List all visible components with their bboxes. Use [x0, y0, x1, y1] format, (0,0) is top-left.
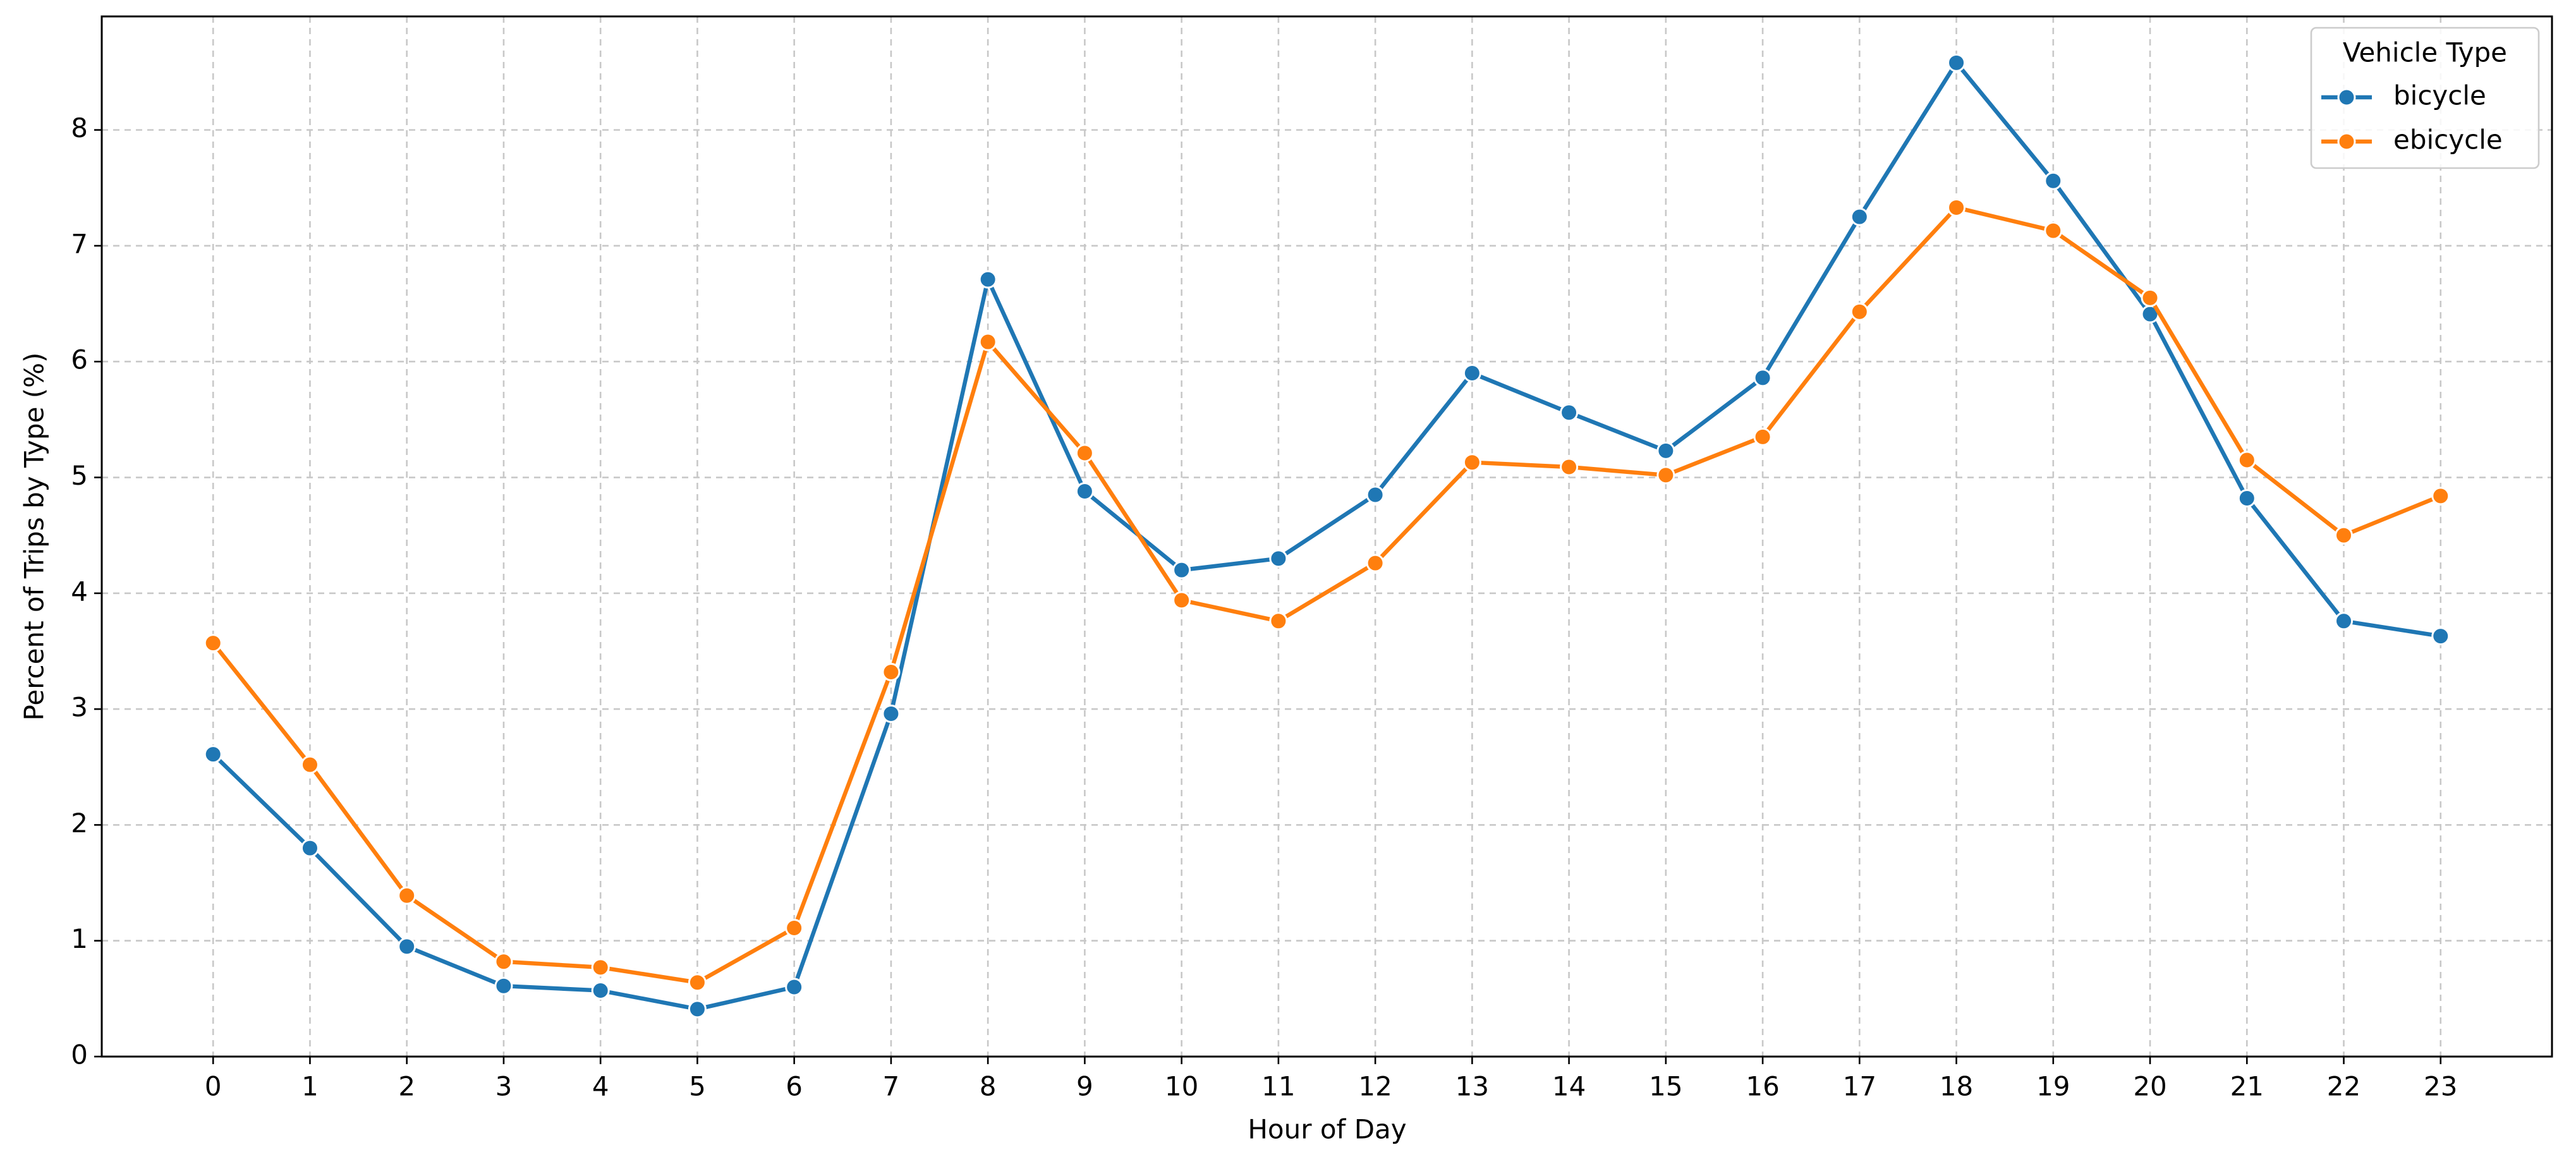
- x-tick-label: 12: [1358, 1071, 1392, 1102]
- x-tick-label: 13: [1455, 1071, 1489, 1102]
- data-point: [978, 270, 997, 289]
- data-point: [785, 978, 804, 997]
- y-tick-label: 5: [71, 460, 88, 491]
- data-point: [882, 662, 901, 681]
- x-tick-label: 6: [786, 1071, 803, 1102]
- data-point: [398, 886, 416, 905]
- data-point: [494, 952, 513, 971]
- data-point: [1560, 458, 1579, 476]
- x-tick-label: 20: [2133, 1071, 2166, 1102]
- data-point: [591, 958, 610, 977]
- data-point: [688, 1000, 707, 1019]
- series-line: [211, 61, 2441, 1012]
- data-point: [1075, 444, 1094, 463]
- x-tick-label: 1: [301, 1071, 319, 1102]
- y-tick-label: 0: [71, 1040, 88, 1070]
- data-point: [300, 755, 319, 774]
- data-point: [1850, 302, 1869, 321]
- data-point: [398, 937, 416, 956]
- data-point: [300, 839, 319, 858]
- legend-label: bicycle: [2393, 80, 2486, 111]
- x-tick-label: 14: [1552, 1071, 1586, 1102]
- data-point: [688, 973, 707, 992]
- data-point: [978, 332, 997, 351]
- data-point: [2237, 451, 2256, 470]
- x-tick-label: 18: [1940, 1071, 1973, 1102]
- x-tick-label: 22: [2327, 1071, 2360, 1102]
- data-point: [204, 745, 222, 764]
- data-point: [2141, 288, 2160, 307]
- x-tick-label: 7: [883, 1071, 900, 1102]
- data-point: [1172, 561, 1191, 579]
- data-point: [1172, 591, 1191, 610]
- data-point: [785, 919, 804, 938]
- x-tick-label: 17: [1843, 1071, 1876, 1102]
- y-tick-label: 8: [71, 112, 88, 143]
- y-tick-label: 7: [71, 228, 88, 259]
- data-point: [2431, 487, 2450, 506]
- x-tick-label: 11: [1261, 1071, 1295, 1102]
- y-tick-label: 4: [71, 576, 88, 607]
- data-point: [1656, 466, 1675, 485]
- x-tick-label: 0: [205, 1071, 222, 1102]
- x-tick-label: 16: [1746, 1071, 1779, 1102]
- data-point: [1753, 368, 1772, 387]
- y-tick-label: 6: [71, 344, 88, 375]
- data-point: [1656, 441, 1675, 460]
- y-tick-label: 2: [71, 808, 88, 839]
- data-point: [1462, 453, 1481, 472]
- x-tick-label: 19: [2036, 1071, 2070, 1102]
- data-point: [2044, 171, 2063, 190]
- x-tick-label: 4: [592, 1071, 609, 1102]
- x-tick-label: 10: [1165, 1071, 1198, 1102]
- x-tick-label: 23: [2424, 1071, 2457, 1102]
- data-point: [1560, 403, 1579, 422]
- x-tick-label: 3: [495, 1071, 513, 1102]
- y-tick-label: 3: [71, 692, 88, 723]
- data-point: [1366, 485, 1385, 504]
- data-point: [591, 981, 610, 1000]
- y-tick-label: 1: [71, 923, 88, 954]
- data-point: [1075, 482, 1094, 501]
- legend-marker: [2337, 132, 2356, 151]
- data-point: [1269, 549, 1288, 568]
- data-point: [2237, 489, 2256, 508]
- data-point: [1947, 198, 1966, 217]
- x-tick-label: 9: [1076, 1071, 1093, 1102]
- data-point: [882, 704, 901, 723]
- legend-label: ebicycle: [2393, 124, 2503, 155]
- y-axis-label: Percent of Trips by Type (%): [19, 353, 50, 721]
- data-point: [1269, 612, 1288, 631]
- data-point: [2044, 221, 2063, 240]
- x-tick-label: 21: [2230, 1071, 2264, 1102]
- data-point: [2431, 627, 2450, 646]
- x-tick-label: 15: [1649, 1071, 1682, 1102]
- x-tick-label: 5: [689, 1071, 706, 1102]
- legend-box: [2310, 27, 2540, 169]
- x-tick-label: 8: [980, 1071, 997, 1102]
- legend-title: Vehicle Type: [2343, 37, 2507, 68]
- data-point: [1753, 427, 1772, 446]
- plot-frame: [100, 15, 2553, 1058]
- data-point: [1947, 53, 1966, 72]
- data-point: [204, 634, 222, 653]
- legend-marker: [2337, 88, 2356, 107]
- series-line: [211, 205, 2441, 985]
- data-point: [2335, 612, 2354, 631]
- x-axis-label: Hour of Day: [1248, 1114, 1406, 1145]
- data-point: [1462, 364, 1481, 383]
- x-tick-label: 2: [398, 1071, 415, 1102]
- data-point: [1366, 554, 1385, 573]
- data-point: [2335, 526, 2354, 545]
- data-point: [494, 976, 513, 995]
- data-point: [1850, 207, 1869, 226]
